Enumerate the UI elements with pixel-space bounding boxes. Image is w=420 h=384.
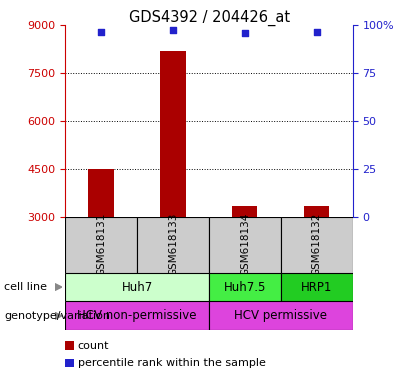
Polygon shape — [55, 313, 62, 319]
Polygon shape — [55, 284, 62, 290]
Point — [313, 29, 320, 35]
Point — [241, 30, 248, 36]
Bar — [209, 273, 281, 301]
Bar — [65, 301, 209, 330]
Text: percentile rank within the sample: percentile rank within the sample — [78, 358, 265, 368]
Bar — [160, 51, 186, 217]
Text: GSM618134: GSM618134 — [240, 213, 250, 276]
Point — [98, 29, 105, 35]
Text: GSM618132: GSM618132 — [312, 213, 322, 276]
Text: genotype/variation: genotype/variation — [4, 311, 110, 321]
Text: HRP1: HRP1 — [301, 281, 333, 293]
Bar — [304, 206, 329, 217]
Bar — [137, 217, 209, 273]
Text: GSM618131: GSM618131 — [96, 213, 106, 276]
Text: HCV non-permissive: HCV non-permissive — [77, 310, 197, 322]
Text: GSM618133: GSM618133 — [168, 213, 178, 276]
Point — [170, 27, 176, 33]
Bar — [281, 273, 353, 301]
Bar — [89, 169, 114, 217]
Text: cell line: cell line — [4, 282, 47, 292]
Bar — [232, 206, 257, 217]
Bar — [65, 273, 209, 301]
Bar — [281, 217, 353, 273]
Text: Huh7: Huh7 — [121, 281, 152, 293]
Bar — [209, 301, 353, 330]
Text: GDS4392 / 204426_at: GDS4392 / 204426_at — [129, 10, 291, 26]
Bar — [209, 217, 281, 273]
Text: Huh7.5: Huh7.5 — [224, 281, 266, 293]
Text: count: count — [78, 341, 109, 351]
Bar — [65, 217, 137, 273]
Text: HCV permissive: HCV permissive — [234, 310, 327, 322]
